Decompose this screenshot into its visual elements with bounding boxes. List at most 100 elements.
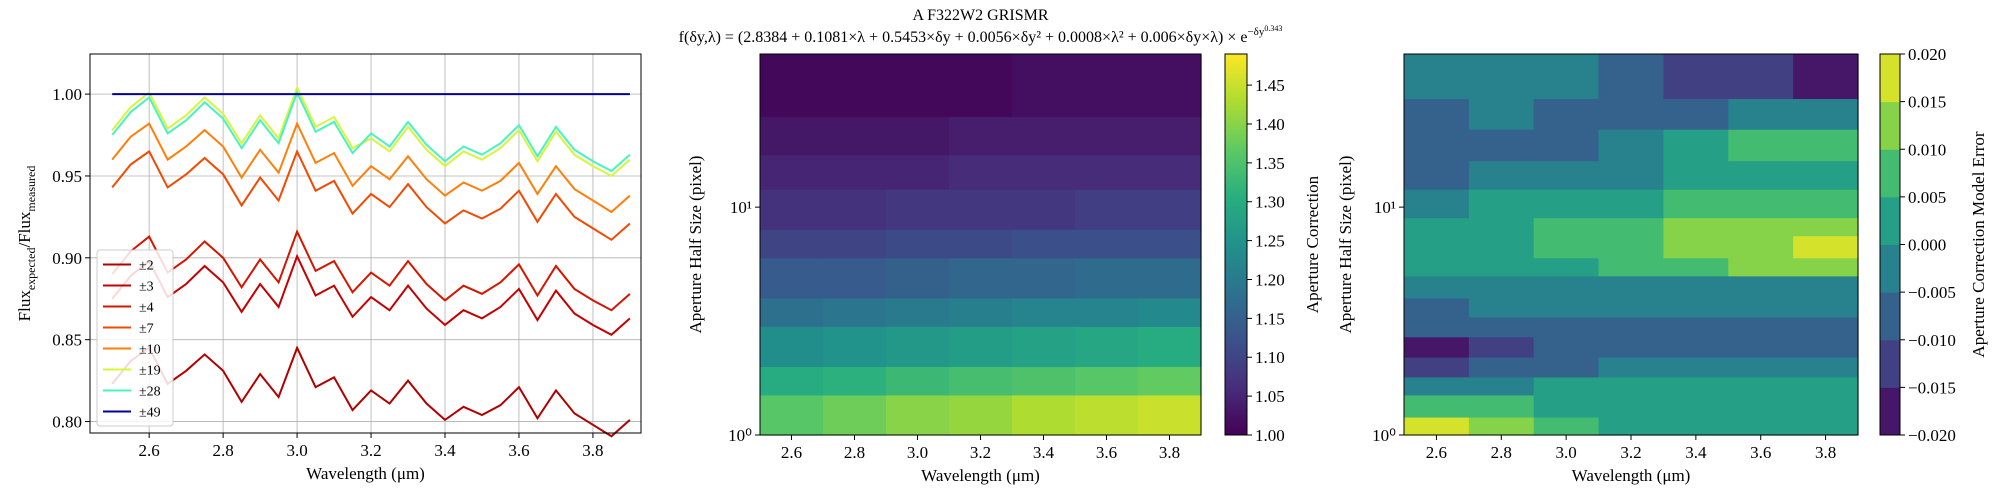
- contour-cell: [1533, 217, 1600, 237]
- heat-cell: [886, 154, 950, 190]
- x-tick-label: 3.4: [434, 441, 456, 460]
- heat-cell: [760, 189, 824, 230]
- contour-cell: [1533, 98, 1600, 130]
- colorbar-tick-label: 1.15: [1255, 309, 1285, 328]
- contour-cell: [1663, 257, 1729, 277]
- label-part: measured: [24, 166, 38, 212]
- legend-label: ±28: [139, 385, 161, 400]
- contour-cell: [1728, 394, 1794, 418]
- contour-cell: [1793, 316, 1859, 338]
- heat-cell: [1138, 154, 1202, 190]
- heat-cell: [1138, 189, 1202, 230]
- contour-cell: [1663, 129, 1729, 162]
- contour-cell: [1793, 160, 1859, 190]
- x-tick-label: 2.8: [1491, 443, 1512, 462]
- x-tick-label: 3.4: [1033, 443, 1055, 462]
- contour-cell: [1468, 217, 1535, 237]
- heat-cell: [886, 297, 950, 327]
- contour-cell: [1598, 160, 1665, 190]
- legend-label: ±49: [139, 406, 161, 421]
- y-tick-label: 1.00: [52, 85, 82, 104]
- contour-cell: [1728, 356, 1794, 378]
- contour-cell: [1598, 235, 1665, 259]
- contour-cell: [1404, 189, 1470, 219]
- x-axis-label: Wavelength (μm): [921, 466, 1040, 485]
- heat-cell: [1138, 366, 1202, 396]
- contour-cell: [1468, 160, 1535, 190]
- colorbar-tick-label: 1.30: [1255, 193, 1285, 212]
- y-tick-label: 10¹: [730, 198, 752, 217]
- heat-cell: [949, 366, 1013, 396]
- heat-cell: [823, 116, 887, 156]
- contour-cell: [1404, 376, 1470, 396]
- contour-cell: [1728, 376, 1794, 396]
- heat-cell: [1075, 229, 1139, 259]
- heat-cell: [823, 257, 887, 299]
- legend-box: [96, 249, 174, 427]
- contour-cell: [1533, 416, 1600, 436]
- y-axis-label: Aperture Half Size (pixel): [1336, 156, 1355, 334]
- contour-cell: [1404, 235, 1470, 259]
- axis-label: Fluxexpected/Fluxmeasured: [15, 166, 38, 322]
- contour-cell: [1533, 316, 1600, 338]
- contour-cell: [1793, 235, 1859, 259]
- heat-cell: [886, 326, 950, 368]
- heat-cell: [949, 229, 1013, 259]
- contour-cell: [1793, 416, 1859, 436]
- colorbar-tick-label: 1.35: [1255, 154, 1285, 173]
- y-axis-label: Aperture Half Size (pixel): [686, 156, 705, 334]
- heat-cell: [1012, 366, 1076, 396]
- y-tick-label: 10⁰: [728, 426, 752, 445]
- label-part: Flux: [15, 290, 34, 322]
- contour-cell: [1598, 54, 1665, 100]
- contour-cell: [1663, 217, 1729, 237]
- heat-cell: [886, 54, 950, 118]
- contour-cell: [1533, 376, 1600, 396]
- colorbar-label: Aperture Correction Model Error: [1969, 131, 1988, 357]
- contour-cell: [1533, 189, 1600, 219]
- heat-cell: [1012, 394, 1076, 436]
- contour-cell: [1728, 336, 1794, 358]
- contour-cell: [1663, 54, 1729, 100]
- contour-cell: [1663, 336, 1729, 358]
- contour-cell: [1468, 275, 1535, 299]
- heat-cell: [760, 54, 824, 118]
- heat-cell: [1075, 326, 1139, 368]
- x-tick-label: 2.6: [781, 443, 802, 462]
- colorbar-band: [1880, 196, 1900, 245]
- contour-cell: [1533, 257, 1600, 277]
- contour-cell: [1663, 316, 1729, 338]
- contour-cell: [1728, 297, 1794, 318]
- data-line: [111, 345, 631, 438]
- colorbar-tick-label: 0.000: [1908, 236, 1946, 255]
- heat-cell: [1075, 297, 1139, 327]
- contour-cell: [1468, 297, 1535, 318]
- data-line: [111, 121, 631, 214]
- legend-label: ±7: [139, 322, 154, 337]
- heat-cell: [1138, 326, 1202, 368]
- heat-cell: [760, 326, 824, 368]
- contour-cell: [1663, 394, 1729, 418]
- contour-cell: [1728, 217, 1794, 237]
- contour-cell: [1793, 98, 1859, 130]
- data-line: [111, 229, 631, 312]
- contour-cell: [1793, 394, 1859, 418]
- contour-cell: [1598, 316, 1665, 338]
- heat-cell: [1012, 189, 1076, 230]
- data-line: [111, 84, 631, 178]
- heat-cell: [1012, 257, 1076, 299]
- heat-cell: [1012, 297, 1076, 327]
- heat-cell: [949, 257, 1013, 299]
- legend-label: ±10: [139, 343, 161, 358]
- contour-cell: [1533, 160, 1600, 190]
- contour-cell: [1533, 394, 1600, 418]
- heat-cell: [1138, 116, 1202, 156]
- heat-cell: [1075, 154, 1139, 190]
- y-tick-label: 0.95: [52, 167, 82, 186]
- contour-cell: [1663, 356, 1729, 378]
- heat-cell: [1138, 297, 1202, 327]
- colorbar-band: [1880, 339, 1900, 388]
- colorbar-band: [1880, 244, 1900, 293]
- heat-cell: [760, 154, 824, 190]
- x-tick-label: 2.8: [844, 443, 865, 462]
